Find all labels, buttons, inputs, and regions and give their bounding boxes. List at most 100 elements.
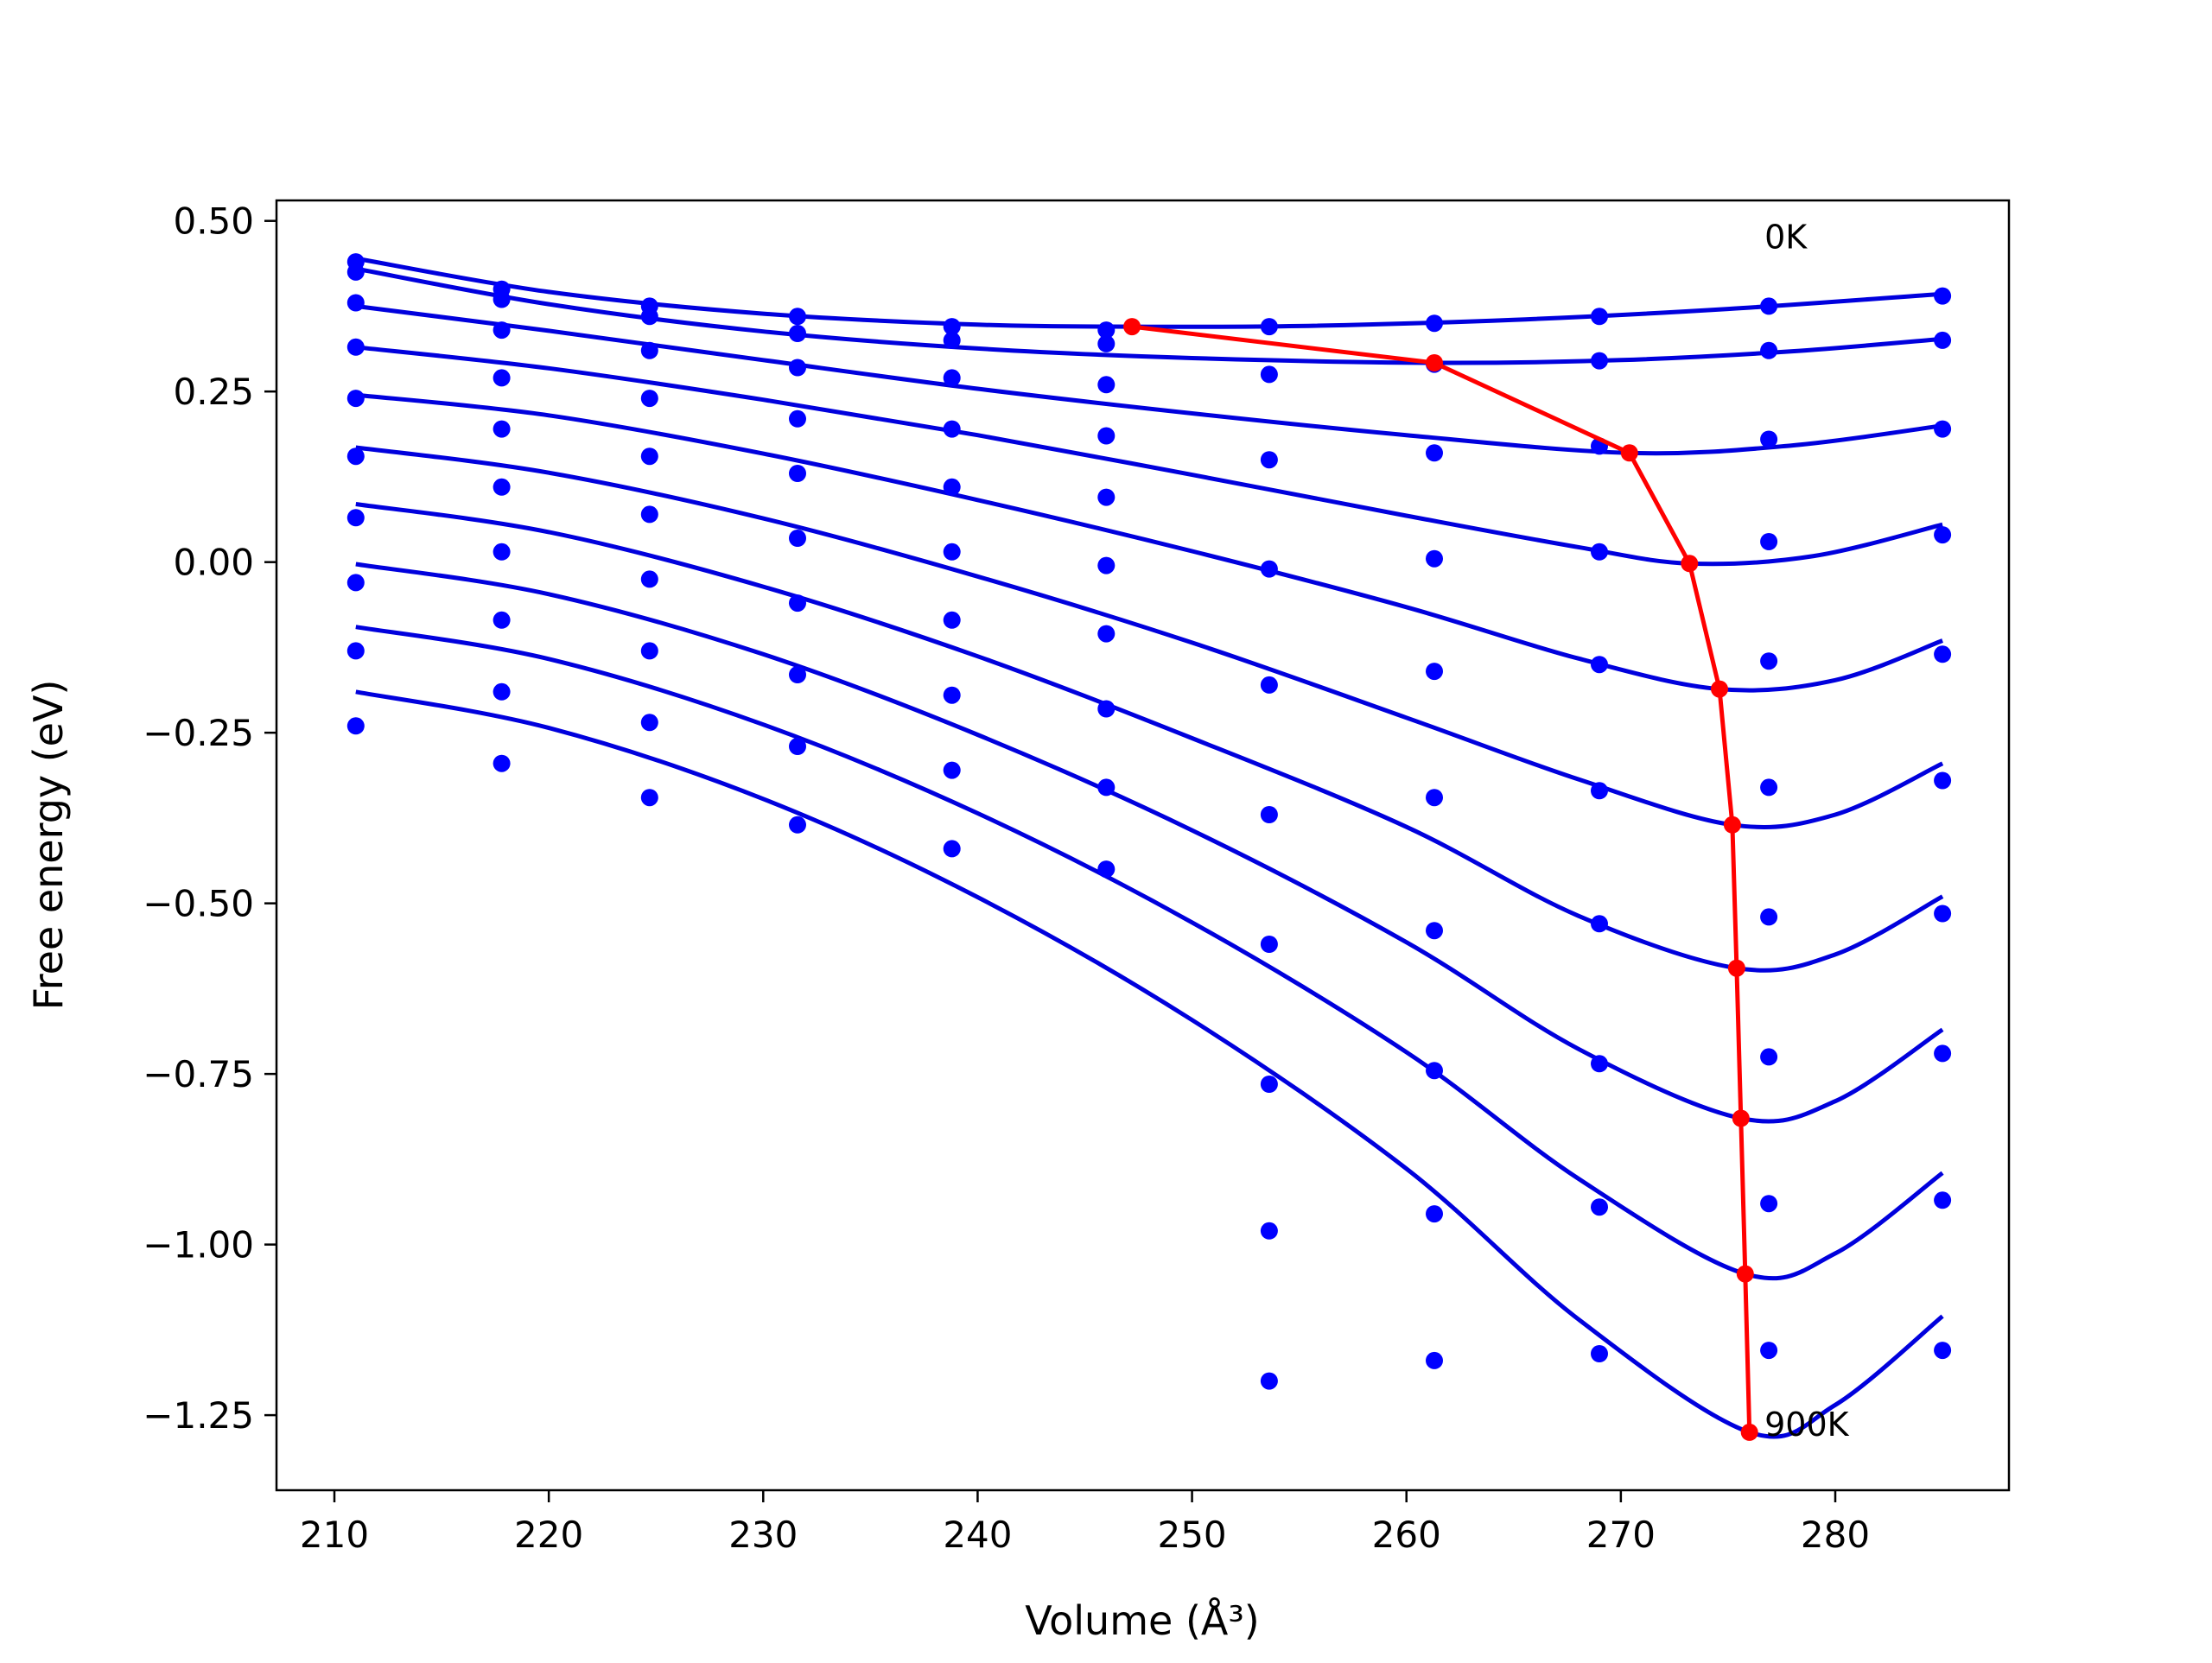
minima-path [1123,318,1758,1441]
data-point [1426,1062,1443,1080]
data-point [1760,908,1778,926]
fit-curve-1 [355,266,1943,365]
data-point [1934,904,1952,923]
data-point [1426,663,1443,681]
data-point [1097,556,1116,574]
fit-curve-9 [355,689,1944,1439]
data-point [943,840,961,858]
data-point [1260,451,1278,469]
minimum-point [1723,816,1741,834]
data-point [1934,645,1952,663]
data-point [346,574,365,592]
data-point [1426,314,1443,333]
minimum-point [1426,354,1443,371]
fit-curve-4 [355,392,1943,693]
data-point [493,543,511,561]
data-point [640,447,658,466]
data-point [1426,549,1443,568]
data-point [1934,331,1952,349]
data-point [1260,560,1278,578]
data-point [943,331,961,349]
data-point [1426,1351,1443,1369]
x-tick-label: 270 [1586,1514,1656,1556]
data-point [1260,1372,1278,1390]
data-point [346,447,365,466]
y-tick-label: −1.25 [143,1394,254,1437]
data-point [1591,782,1608,800]
x-axis-ticks: 210 220 230 240 250 260 270 280 [300,1490,1870,1556]
data-point [1426,922,1443,940]
data-point [1097,700,1116,718]
data-point [943,369,961,387]
y-tick-label: −0.50 [143,883,254,925]
fit-curve-3 [355,345,1943,567]
data-point [943,686,961,704]
data-point [1934,287,1952,305]
data-point [943,318,961,336]
annotation-label: 900K [1764,1406,1850,1444]
x-tick-label: 210 [300,1514,369,1556]
data-point [493,754,511,772]
fit-curve-7 [355,562,1944,1124]
data-point [1260,318,1278,336]
data-point [346,642,365,660]
data-point [789,666,806,683]
data-point [1260,676,1278,694]
minimum-point [1620,444,1638,462]
data-point [640,341,658,359]
x-tick-label: 240 [943,1514,1012,1556]
data-point [1260,365,1278,384]
data-points [346,253,1952,1390]
data-point [640,570,658,588]
data-point [789,409,806,428]
fit-curve-5 [355,445,1944,829]
data-point [493,611,511,629]
fit-curve-8 [355,625,1944,1281]
data-point [1260,1076,1278,1093]
data-point [1260,936,1278,953]
data-point [640,789,658,807]
data-point [1934,1044,1952,1063]
data-point [789,594,806,613]
minimum-point [1681,555,1699,573]
data-point [943,611,961,629]
x-tick-label: 220 [514,1514,583,1556]
data-point [943,420,961,438]
minimum-point [1736,1265,1754,1283]
data-point [1097,427,1116,445]
minima-line [1131,324,1752,1432]
data-point [1097,321,1116,340]
data-point [346,509,365,527]
data-point [1591,1198,1608,1216]
data-point [943,543,961,561]
y-axis-label: Free energy (eV) [25,680,72,1011]
data-point [1760,1195,1778,1213]
data-point [943,761,961,779]
y-axis-ticks: 0.50 0.25 0.00 −0.25 −0.50 −0.75 −1.00 −1.25 [143,200,276,1437]
data-point [1760,1342,1778,1360]
data-point [789,359,806,377]
data-point [1760,341,1778,359]
data-point [640,390,658,408]
data-point [1426,789,1443,807]
y-tick-label: −0.25 [143,712,254,754]
data-point [1591,308,1608,326]
data-point [640,714,658,732]
data-point [1426,444,1443,462]
data-point [1260,1222,1278,1240]
data-point [346,338,365,356]
data-point [943,478,961,496]
data-point [1934,1191,1952,1209]
data-point [1097,376,1116,394]
y-tick-label: 0.50 [173,200,254,243]
minimum-point [1732,1109,1750,1127]
data-point [1934,1342,1952,1360]
minimum-point [1123,318,1141,336]
data-point [1591,1345,1608,1362]
data-point [789,308,806,326]
minimum-point [1727,959,1745,977]
data-point [1591,1055,1608,1073]
data-point [789,465,806,482]
